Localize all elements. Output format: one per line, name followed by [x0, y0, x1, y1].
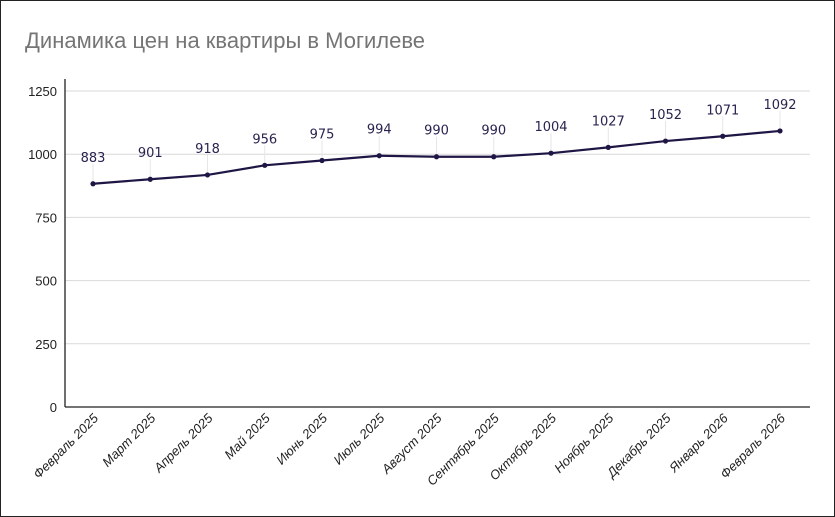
y-tick-label: 500: [35, 274, 57, 289]
data-point: [662, 138, 669, 144]
data-point: [90, 181, 96, 187]
data-point: [491, 154, 497, 160]
data-label: 1004: [534, 120, 567, 135]
data-point: [204, 172, 211, 178]
data-label: 1052: [649, 108, 682, 123]
data-label: 990: [424, 124, 449, 139]
data-label: 1092: [763, 98, 796, 113]
x-tick-label: Июль 2025: [330, 410, 387, 467]
data-label: 994: [367, 123, 392, 138]
x-tick-label: Февраль 2025: [30, 410, 102, 482]
x-tick-label: Июнь 2025: [273, 410, 331, 468]
data-label: 956: [252, 132, 277, 147]
y-tick-label: 250: [35, 337, 57, 352]
data-point: [433, 154, 440, 160]
y-tick-label: 1250: [28, 84, 57, 99]
data-point: [605, 144, 611, 150]
chart-title: Динамика цен на квартиры в Могилеве: [25, 28, 426, 53]
data-label: 918: [195, 142, 220, 157]
data-label: 901: [138, 146, 163, 161]
data-point: [147, 176, 153, 182]
data-label: 1071: [706, 103, 739, 118]
x-tick-label: Апрель 2025: [150, 410, 216, 476]
data-point: [262, 162, 268, 168]
y-tick-label: 1000: [28, 147, 57, 162]
data-label: 883: [81, 151, 106, 166]
data-label: 990: [481, 124, 506, 139]
data-point: [376, 153, 382, 159]
data-point: [319, 157, 325, 164]
data-label: 1027: [592, 114, 625, 129]
data-label: 975: [310, 128, 335, 143]
y-tick-label: 750: [35, 210, 57, 225]
data-point: [777, 128, 783, 134]
x-tick-label: Май 2025: [221, 410, 273, 462]
data-point: [548, 150, 554, 156]
y-tick-label: 0: [50, 400, 57, 415]
x-tick-label: Март 2025: [99, 410, 159, 470]
data-point: [720, 133, 726, 139]
